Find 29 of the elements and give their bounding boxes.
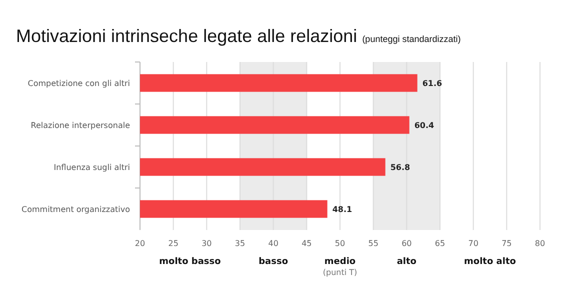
x-tick-label: 70: [468, 239, 478, 248]
x-tick-label: 50: [334, 239, 346, 248]
x-tick-label: 75: [502, 239, 512, 248]
y-tick-label: Commitment organizzativo: [22, 204, 130, 214]
x-axis-title: (punti T): [322, 268, 358, 277]
chart-subtitle: (punteggi standardizzati): [362, 34, 461, 44]
text: medio: [324, 257, 356, 267]
y-tick-label: Relazione interpersonale: [30, 120, 130, 130]
y-tick-label: Competizione con gli altri: [28, 78, 130, 88]
y-tick-label: Influenza sugli altri: [54, 162, 130, 172]
x-tick-label: 25: [168, 239, 178, 248]
text: molto basso: [159, 257, 221, 267]
x-tick-label: 45: [302, 239, 312, 248]
x-tick-label: 80: [534, 239, 546, 248]
x-tick-label: 40: [268, 239, 278, 248]
data-label: 48.1: [332, 204, 353, 214]
x-tick-label: 30: [202, 239, 212, 248]
band-label: basso: [258, 257, 288, 267]
band-label: alto: [396, 257, 416, 267]
x-tick-label: 20: [134, 239, 146, 248]
data-label: 61.6: [422, 78, 443, 88]
data-label: 60.4: [414, 120, 435, 130]
data-label: 56.8: [390, 162, 411, 172]
x-tick-label: 55: [368, 239, 378, 248]
x-tick-label: 35: [234, 239, 246, 248]
x-tick-label: 60: [402, 239, 412, 248]
x-tick-label: 65: [434, 239, 446, 248]
text: molto alto: [464, 257, 516, 267]
chart-title: Motivazioni intrinseche legate alle relazioni: [16, 26, 358, 46]
